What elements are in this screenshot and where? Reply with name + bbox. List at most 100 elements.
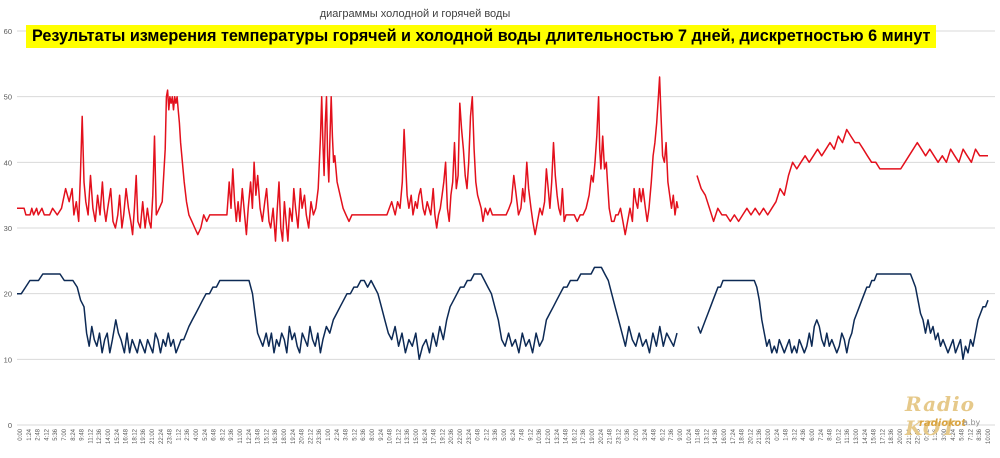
- x-tick-label: 7:24: [819, 428, 825, 440]
- x-tick-label: 12:36: [97, 428, 103, 444]
- x-tick-label: 11:36: [845, 428, 851, 443]
- x-tick-label: 11:48: [696, 428, 702, 443]
- x-tick-label: 16:24: [423, 428, 429, 444]
- x-tick-label: 12:12: [396, 428, 402, 444]
- x-tick-label: 8:48: [828, 428, 834, 440]
- x-tick-label: 14:00: [106, 428, 112, 444]
- x-tick-label: 11:12: [88, 428, 94, 443]
- x-tick-label: 23:24: [467, 428, 473, 444]
- x-tick-label: 14:36: [713, 428, 719, 444]
- watermark-logo: Radio KOT: [905, 392, 975, 440]
- x-tick-label: 13:24: [555, 428, 561, 444]
- x-tick-label: 22:24: [159, 428, 165, 444]
- x-tick-label: 20:36: [449, 428, 455, 444]
- chart-caption: диаграммы холодной и горячей воды: [319, 8, 511, 20]
- y-tick-label: 20: [4, 290, 12, 299]
- x-tick-label: 5:24: [203, 428, 209, 440]
- x-tick-label: 0:48: [476, 428, 482, 440]
- x-tick-label: 20:00: [898, 428, 904, 444]
- x-tick-label: 5:48: [960, 428, 966, 440]
- x-tick-label: 8:36: [977, 428, 983, 440]
- x-tick-label: 20:24: [599, 428, 605, 444]
- result-banner: Результаты измерения температуры горячей…: [26, 25, 937, 48]
- x-tick-label: 1:36: [933, 428, 939, 440]
- x-tick-label: 9:24: [379, 428, 385, 440]
- x-tick-label: 13:36: [405, 428, 411, 444]
- x-tick-label: 3:36: [493, 428, 499, 440]
- x-tick-label: 5:36: [53, 428, 59, 440]
- x-tick-label: 2:48: [36, 428, 42, 440]
- cold-water-series: [17, 266, 989, 361]
- x-tick-label: 2:24: [335, 428, 341, 440]
- grid: [17, 30, 995, 426]
- x-tick-label: 2:00: [634, 428, 640, 440]
- x-tick-label: 19:12: [440, 428, 446, 444]
- x-tick-label: 3:24: [643, 428, 649, 440]
- x-tick-label: 2:12: [484, 428, 490, 440]
- x-tick-label: 12:24: [247, 428, 253, 444]
- x-tick-label: 21:48: [608, 428, 614, 444]
- x-tick-label: 9:00: [678, 428, 684, 440]
- x-tick-label: 8:00: [370, 428, 376, 440]
- x-tick-label: 4:12: [44, 428, 50, 440]
- x-tick-label: 17:24: [731, 428, 737, 444]
- x-tick-label: 16:48: [124, 428, 130, 444]
- x-tick-label: 1:12: [176, 428, 182, 440]
- x-tick-label: 23:36: [317, 428, 323, 444]
- x-tick-label: 6:36: [361, 428, 367, 440]
- x-tick-label: 16:00: [722, 428, 728, 444]
- y-tick-label: 10: [4, 355, 12, 364]
- x-tick-label: 4:48: [652, 428, 658, 440]
- watermark: Radio KOT radiokot a.by: [905, 392, 1000, 444]
- x-tick-label: 21:00: [150, 428, 156, 444]
- x-tick-label: 21:24: [907, 428, 913, 444]
- x-tick-label: 11:00: [238, 428, 244, 443]
- x-tick-label: 15:00: [414, 428, 420, 444]
- x-tick-label: 13:12: [704, 428, 710, 444]
- x-tick-label: 7:36: [669, 428, 675, 440]
- x-tick-label: 17:36: [581, 428, 587, 444]
- x-tick-label: 6:00: [810, 428, 816, 440]
- x-tick-label: 3:12: [792, 428, 798, 440]
- x-tick-label: 14:48: [564, 428, 570, 444]
- x-tick-label: 8:12: [220, 428, 226, 440]
- cold-water-line-segment: [17, 266, 678, 361]
- x-tick-label: 19:36: [141, 428, 147, 444]
- x-tick-label: 15:24: [115, 428, 121, 444]
- y-tick-label: 50: [4, 93, 12, 102]
- x-tick-label: 0:24: [775, 428, 781, 440]
- x-tick-label: 18:12: [132, 428, 138, 444]
- y-tick-label: 0: [8, 421, 12, 430]
- x-tick-label: 0:12: [924, 428, 930, 440]
- x-tick-label: 4:24: [951, 428, 957, 440]
- x-tick-label: 19:24: [291, 428, 297, 444]
- x-tick-label: 19:00: [590, 428, 596, 444]
- x-tick-label: 1:00: [326, 428, 332, 440]
- y-tick-label: 40: [4, 158, 12, 167]
- x-tick-label: 10:12: [836, 428, 842, 444]
- x-tick-label: 10:36: [537, 428, 543, 444]
- x-tick-label: 6:24: [511, 428, 517, 440]
- x-tick-label: 7:12: [968, 428, 974, 440]
- x-tick-label: 5:12: [352, 428, 358, 440]
- x-tick-label: 7:48: [520, 428, 526, 440]
- x-tick-label: 6:12: [660, 428, 666, 440]
- hot-water-series: [17, 76, 988, 242]
- x-tick-label: 22:48: [916, 428, 922, 444]
- watermark-site: radiokot: [919, 418, 967, 429]
- x-tick-label: 8:24: [71, 428, 77, 440]
- x-tick-label: 7:00: [62, 428, 68, 440]
- x-tick-label: 15:12: [264, 428, 270, 444]
- x-tick-label: 4:00: [194, 428, 200, 440]
- y-tick-label: 30: [4, 224, 12, 233]
- series: [17, 76, 989, 361]
- x-tick-label: 20:12: [748, 428, 754, 444]
- x-tick-label: 15:48: [872, 428, 878, 444]
- y-axis-ticks: 0 10 20 30 40 50 60: [4, 27, 12, 430]
- x-tick-label: 12:00: [546, 428, 552, 444]
- x-tick-label: 6:48: [212, 428, 218, 440]
- x-tick-label: 3:00: [942, 428, 948, 440]
- x-tick-label: 17:12: [880, 428, 886, 444]
- x-tick-label: 21:36: [757, 428, 763, 444]
